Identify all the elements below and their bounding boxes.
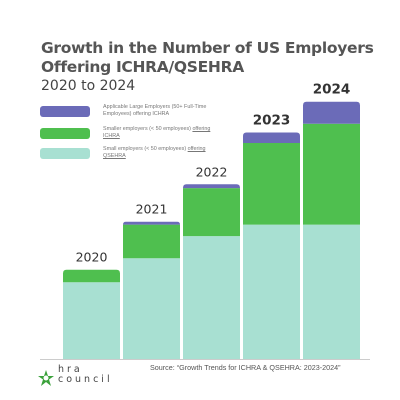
legend-label-small-qsehra: Small employers (< 50 employees) offerin… — [103, 146, 223, 160]
page-subtitle: 2020 to 2024 — [41, 78, 136, 94]
bar-2024-smaller-ichra — [303, 123, 360, 225]
star-logo-icon — [38, 370, 54, 386]
logo-text-line1: hra — [58, 364, 83, 375]
legend-label-smaller-ichra: Smaller employers (< 50 employees) offer… — [103, 126, 223, 140]
legend-label-smaller-ichra-link: offering ICHRA — [103, 126, 211, 139]
bar-2023-smaller-ichra — [243, 143, 300, 225]
legend-label-small-qsehra-link: offering QSEHRA — [103, 146, 206, 159]
bar-2024-large-ichra — [303, 101, 360, 124]
legend-swatch-smaller-ichra — [40, 128, 90, 139]
legend-swatch-large-ichra — [40, 106, 90, 117]
page-title: Growth in the Number of US Employers Off… — [41, 39, 374, 76]
legend-label-large-ichra-text: Applicable Large Employers (50+ Full-Tim… — [103, 104, 207, 117]
legend-label-small-qsehra-text: Small employers (< 50 employees) — [103, 146, 188, 152]
source-note: Source: “Growth Trends for ICHRA & QSEHR… — [150, 363, 341, 372]
category-label-2021: 2021 — [136, 202, 168, 217]
bar-2021-smaller-ichra — [123, 224, 180, 259]
footer-divider — [40, 359, 370, 360]
hra-council-logo: hra council — [38, 364, 128, 394]
bar-2021-qsehra — [123, 258, 180, 359]
category-label-2022: 2022 — [196, 164, 228, 179]
category-label-2023: 2023 — [253, 112, 291, 128]
legend-label-large-ichra: Applicable Large Employers (50+ Full-Tim… — [103, 104, 223, 118]
bar-2020-qsehra — [63, 282, 120, 359]
bar-2023-large-ichra — [243, 132, 300, 143]
bar-2022-qsehra — [183, 236, 240, 359]
logo-text: hra council — [58, 365, 113, 385]
category-label-2020: 2020 — [76, 250, 108, 265]
bar-2022-large-ichra — [183, 184, 240, 189]
bar-2024-qsehra — [303, 224, 360, 359]
bar-2023-qsehra — [243, 224, 300, 359]
bar-2021-large-ichra — [123, 221, 180, 225]
legend-swatch-small-qsehra — [40, 148, 90, 159]
category-label-2024: 2024 — [313, 82, 351, 98]
bar-2020-smaller-ichra — [63, 269, 120, 283]
legend-label-smaller-ichra-text: Smaller employers (< 50 employees) — [103, 126, 193, 132]
bar-2022-smaller-ichra — [183, 188, 240, 237]
logo-text-line2: council — [58, 374, 113, 385]
